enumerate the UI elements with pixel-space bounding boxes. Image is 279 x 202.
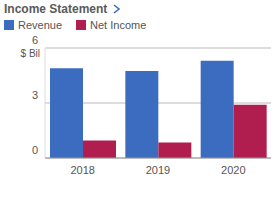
svg-text:$ Bil: $ Bil (21, 48, 40, 59)
svg-text:6: 6 (32, 34, 38, 46)
html-text:Income Statement: Income Statement (4, 2, 108, 16)
svg-text:0: 0 (32, 144, 38, 156)
html-text:Net Income: Net Income (90, 19, 147, 31)
html-text:Revenue: Revenue (18, 19, 62, 31)
svg-text:2019: 2019 (146, 164, 170, 176)
svg-text:2018: 2018 (70, 164, 94, 176)
svg-text:2020: 2020 (221, 164, 245, 176)
svg-text:3: 3 (32, 89, 38, 101)
